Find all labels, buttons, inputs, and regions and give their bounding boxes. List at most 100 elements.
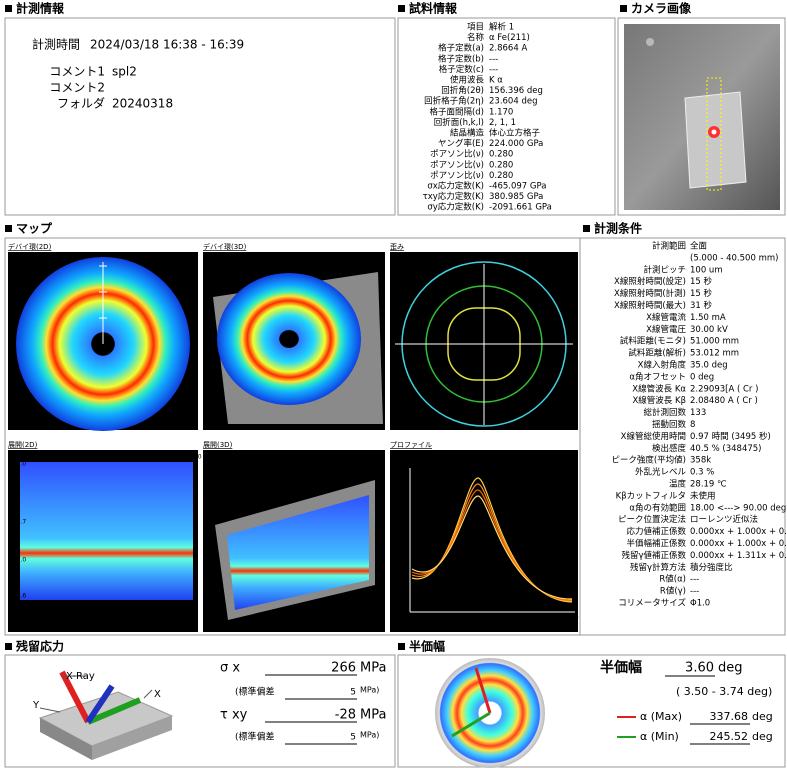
profile-curve xyxy=(411,495,573,600)
condition-label: X線照射時間(計測) xyxy=(614,288,686,299)
panel-title: 展開(3D) xyxy=(203,441,233,449)
condition-label: α角の有効範囲 xyxy=(629,502,686,513)
debye-ring-3d xyxy=(217,273,361,405)
range-label: 21.229 --> 24.986 [mm] xyxy=(502,256,575,263)
fwhm-value: 3.60 xyxy=(685,661,714,676)
fwhm-range: ( 3.50 - 3.74 deg) xyxy=(676,685,772,698)
condition-value: 18.00 <---> 90.00 deg xyxy=(690,503,786,513)
condition-label: R値(α) xyxy=(659,574,686,585)
condition-value: 全面 xyxy=(690,241,708,252)
section-title: 計測情報 xyxy=(16,1,65,16)
condition-label: 揺動回数 xyxy=(652,419,687,430)
sample-value: -2091.661 GPa xyxy=(489,203,552,213)
sample-value: α Fe(211) xyxy=(489,33,530,43)
condition-value: 53.012 mm xyxy=(690,349,739,359)
sample-label: 格子面間隔(d) xyxy=(429,106,484,117)
info-label: コメント2 xyxy=(49,81,105,95)
condition-label: 試料距離(モニタ) xyxy=(620,336,686,347)
condition-label: 残留γ値補正係数 xyxy=(621,550,686,561)
condition-value: 51.000 mm xyxy=(690,337,739,347)
info-value: 20240318 xyxy=(112,97,173,111)
stress-unit: MPa) xyxy=(360,731,379,740)
sample-value: 2, 1, 1 xyxy=(489,118,516,128)
section-marker xyxy=(398,643,405,650)
y-tick-label: 158.0 xyxy=(9,557,26,564)
info-value: 2024/03/18 16:38 - 16:39 xyxy=(90,38,244,52)
section-marker xyxy=(5,225,12,232)
section-title: 残留応力 xyxy=(16,639,64,654)
y-tick-label: 188.0 xyxy=(9,461,26,468)
angle-label: α (Min) xyxy=(640,730,679,743)
condition-value: 8 xyxy=(690,420,695,430)
condition-value: 133 xyxy=(690,408,706,418)
condition-value: 0.3 % xyxy=(690,468,714,478)
condition-value: 0.97 時間 (3495 秒) xyxy=(690,431,771,442)
condition-value: 28.19 ℃ xyxy=(690,480,727,490)
panel-title: デバイ環(3D) xyxy=(203,242,247,251)
sample-label: 格子定数(b) xyxy=(438,53,484,64)
y-tick-label: 99 xyxy=(393,607,401,614)
condition-value: 35.0 deg xyxy=(690,361,728,371)
condition-value: ローレンツ近似法 xyxy=(690,514,758,525)
condition-value: (5.000 - 40.500 mm) xyxy=(690,253,778,263)
unrolled-map-3d xyxy=(227,495,369,610)
x-tick-label: 90.0 xyxy=(57,454,71,461)
section-border xyxy=(579,237,786,636)
condition-label: 計測ピッチ xyxy=(643,264,686,275)
condition-label: X線入射角度 xyxy=(638,360,687,371)
sample-label: ポアソン比(ν) xyxy=(430,159,484,170)
info-label: コメント1 xyxy=(49,65,105,79)
y-tick-label: 142.6 xyxy=(9,593,26,600)
panel-title: プロファイル xyxy=(390,441,432,449)
condition-value: 0.000xx + 1.000x + 0.000 xyxy=(690,539,787,549)
section-border xyxy=(397,17,616,216)
sample-value: 380.985 GPa xyxy=(489,192,543,202)
y-tick-label: 165.7 xyxy=(9,519,26,526)
section-marker xyxy=(398,5,405,12)
condition-label: X線管総使用時間 xyxy=(621,431,686,442)
sample-value: --- xyxy=(489,65,498,75)
axis-label: X-Ray xyxy=(66,671,95,682)
stress-unit: MPa xyxy=(360,661,386,676)
camera-sample xyxy=(684,91,747,189)
section-title: 半価幅 xyxy=(409,639,445,654)
condition-value: 未使用 xyxy=(690,490,716,501)
condition-value: 2.29093[A ( Cr ) xyxy=(690,384,758,394)
angle-label: α (Max) xyxy=(640,710,682,723)
condition-label: X線照射時間(設定) xyxy=(614,276,686,287)
stress-label: (標準偏差 xyxy=(235,731,275,743)
sample-value: --- xyxy=(489,54,498,64)
camera-roi xyxy=(706,77,722,191)
rotation-label: 回転 : 0 [deg] xyxy=(206,453,246,461)
condition-value: 0 deg xyxy=(690,372,714,382)
sample-value: 0.280 xyxy=(489,171,513,181)
section-marker xyxy=(5,5,12,12)
section-title: 計測条件 xyxy=(594,221,642,236)
condition-label: Kβカットフィルタ xyxy=(616,491,686,501)
condition-label: 半価幅補正係数 xyxy=(626,538,686,549)
sample-label: 格子定数(c) xyxy=(439,64,484,75)
x-tick-label: 174.0 xyxy=(403,615,420,622)
panel-title: 歪み xyxy=(390,243,404,251)
condition-value: 358k xyxy=(690,456,711,466)
sample-value: 1.170 xyxy=(489,107,513,117)
condition-value: 15 秒 xyxy=(690,288,713,299)
condition-label: 残留γ計算方法 xyxy=(630,562,686,573)
block-front xyxy=(40,718,92,760)
section-border xyxy=(4,654,396,768)
condition-label: コリメータサイズ xyxy=(618,598,686,609)
condition-label: 応力値補正係数 xyxy=(626,526,686,537)
sample-label: 項目 xyxy=(467,23,484,33)
condition-label: R値(γ) xyxy=(660,586,686,597)
stress-label: τ xy xyxy=(220,708,248,723)
rotation-label: 回転 : 0 [deg] xyxy=(11,255,51,263)
stress-label: σ x xyxy=(220,661,240,676)
sample-value: K α xyxy=(489,76,503,86)
info-label: 計測時間 xyxy=(32,37,80,52)
leader-line xyxy=(143,689,153,699)
panel-title: デバイ環(2D) xyxy=(8,242,52,251)
sample-label: 回折格子角(2η) xyxy=(424,96,484,107)
sample-label: 名称 xyxy=(467,32,485,43)
info-label: フォルダ xyxy=(57,96,105,111)
panel-title: 展開(2D) xyxy=(8,441,38,449)
